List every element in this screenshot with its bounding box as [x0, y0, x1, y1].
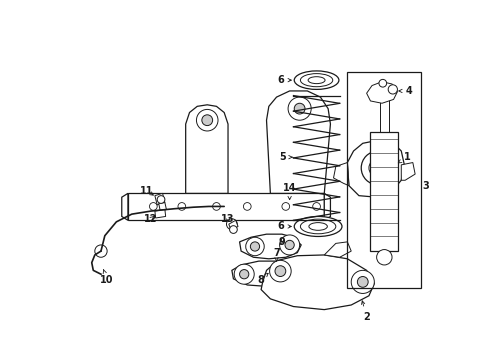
Circle shape: [295, 268, 304, 277]
Ellipse shape: [294, 216, 342, 237]
Polygon shape: [347, 140, 404, 197]
Circle shape: [288, 97, 311, 120]
Circle shape: [285, 240, 294, 249]
Polygon shape: [155, 193, 165, 205]
Circle shape: [294, 103, 305, 114]
Polygon shape: [261, 255, 374, 310]
Ellipse shape: [294, 71, 339, 89]
Text: 1: 1: [398, 152, 411, 163]
Circle shape: [226, 219, 237, 230]
Circle shape: [270, 260, 291, 282]
Circle shape: [282, 203, 290, 210]
Polygon shape: [267, 91, 330, 193]
Bar: [347, 72, 421, 288]
Circle shape: [377, 249, 392, 265]
Circle shape: [313, 203, 320, 210]
Polygon shape: [240, 234, 301, 259]
Circle shape: [379, 80, 387, 87]
Text: 6: 6: [277, 75, 291, 85]
Polygon shape: [324, 242, 351, 257]
Circle shape: [369, 159, 388, 177]
Polygon shape: [155, 210, 166, 218]
Polygon shape: [324, 193, 330, 220]
Polygon shape: [186, 105, 228, 193]
Circle shape: [374, 164, 382, 172]
Text: 9: 9: [278, 237, 285, 247]
Circle shape: [202, 115, 213, 126]
Circle shape: [357, 276, 368, 287]
Ellipse shape: [309, 222, 327, 230]
Polygon shape: [232, 261, 311, 287]
Polygon shape: [367, 82, 397, 103]
Polygon shape: [122, 193, 128, 220]
Text: 14: 14: [283, 183, 296, 200]
Ellipse shape: [308, 77, 325, 84]
Text: 11: 11: [141, 186, 154, 196]
Circle shape: [291, 264, 309, 282]
Circle shape: [196, 109, 218, 131]
Bar: [370, 132, 398, 251]
Circle shape: [157, 195, 165, 203]
Circle shape: [388, 85, 397, 94]
Circle shape: [240, 270, 249, 279]
Text: 5: 5: [279, 152, 292, 162]
Circle shape: [351, 270, 374, 293]
Circle shape: [275, 266, 286, 276]
Circle shape: [149, 203, 157, 210]
Text: 10: 10: [100, 270, 114, 285]
Circle shape: [95, 245, 107, 257]
Polygon shape: [401, 163, 415, 180]
Circle shape: [229, 226, 237, 233]
Circle shape: [280, 235, 300, 255]
Polygon shape: [334, 163, 349, 186]
Circle shape: [361, 151, 395, 185]
Bar: [380, 97, 389, 132]
Circle shape: [244, 203, 251, 210]
Text: 13: 13: [221, 214, 235, 224]
Text: 12: 12: [144, 214, 158, 224]
Text: 4: 4: [399, 86, 413, 96]
Polygon shape: [128, 193, 324, 220]
Circle shape: [178, 203, 186, 210]
Circle shape: [245, 237, 264, 256]
Polygon shape: [159, 203, 167, 211]
Text: 8: 8: [258, 273, 268, 285]
Polygon shape: [229, 220, 238, 230]
Text: 6: 6: [277, 221, 291, 231]
Circle shape: [250, 242, 260, 251]
Text: 3: 3: [422, 181, 429, 191]
Circle shape: [213, 203, 220, 210]
Text: 7: 7: [273, 248, 280, 261]
Text: 2: 2: [362, 301, 370, 321]
Circle shape: [234, 264, 254, 284]
